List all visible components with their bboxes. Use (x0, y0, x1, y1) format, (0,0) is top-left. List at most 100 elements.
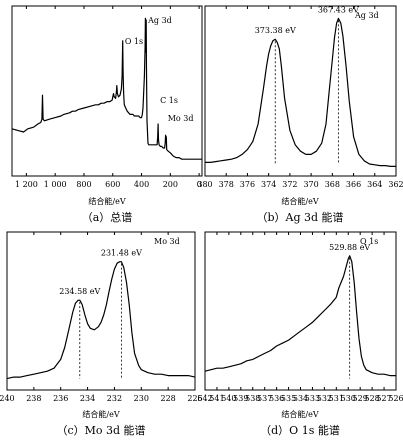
x-tick-label: 530 (341, 394, 356, 403)
x-tick-label: 400 (134, 180, 149, 189)
x-tick: 526 (388, 232, 403, 403)
x-axis-label: 结合能/eV (82, 409, 119, 419)
peak-label: 367.43 eV (318, 5, 359, 14)
x-tick: 370 (303, 6, 319, 189)
x-tick: 240 (0, 232, 15, 403)
x-tick-label: 526 (388, 394, 403, 403)
x-tick-label: 362 (388, 180, 403, 189)
panel-ag3d: Ag 3d 380 378 376 374 372 370 368 366 364 362 373… (197, 5, 403, 224)
x-axis-label: 结合能/eV (281, 196, 318, 206)
x-tick-label: 380 (197, 180, 212, 189)
x-tick: 541 (209, 232, 225, 403)
x-tick-label: 378 (219, 180, 234, 189)
peak-labels: 529.88 eV (329, 243, 370, 252)
peak-label: 234.58 eV (59, 287, 100, 296)
x-tick: 230 (134, 232, 149, 403)
x-tick-label: 536 (269, 394, 284, 403)
x-tick: 236 (53, 232, 68, 403)
x-axis-ticks: 5425415405395385375365355345335325315305… (197, 232, 403, 403)
x-tick-label: 600 (105, 180, 120, 189)
spectrum-line (205, 17, 396, 167)
x-tick: 378 (219, 6, 234, 189)
element-annotation: Mo 3d (168, 114, 194, 123)
x-tick-label: 1 000 (44, 180, 67, 189)
peak-guides (79, 263, 122, 379)
x-tick-label: 374 (261, 180, 276, 189)
x-tick: 238 (26, 232, 41, 403)
x-tick: 533 (305, 232, 320, 403)
x-tick: 530 (341, 232, 356, 403)
series-group (11, 17, 202, 160)
x-tick: 362 (388, 6, 403, 189)
x-tick: 380 (197, 6, 213, 189)
plot-frame (204, 231, 397, 391)
x-tick: 531 (329, 232, 344, 403)
x-tick: 536 (269, 232, 284, 403)
panel-caption: （a）总谱 (82, 210, 133, 224)
x-tick-label: 534 (293, 394, 308, 403)
x-tick: 527 (376, 232, 392, 403)
x-tick-label: 528 (364, 394, 379, 403)
x-tick-label: 531 (329, 394, 344, 403)
x-tick: 372 (282, 6, 298, 189)
element-label: O 1s (360, 237, 378, 246)
spectrum-line (204, 255, 396, 377)
x-tick-label: 376 (240, 180, 255, 189)
x-tick: 600 (105, 6, 120, 189)
x-tick: 1 000 (44, 6, 67, 189)
x-tick: 234 (80, 232, 95, 403)
x-tick: 228 (161, 232, 176, 403)
series-group (205, 17, 396, 167)
x-tick-label: 200 (163, 180, 178, 189)
x-tick: 364 (367, 6, 382, 189)
x-tick-label: 372 (282, 180, 297, 189)
element-annotation: C 1s (160, 96, 178, 105)
x-tick-label: 541 (209, 394, 224, 403)
plot-frame (6, 231, 196, 391)
x-tick-label: 230 (134, 394, 149, 403)
x-axis-ticks: 240 238 236 234 232 230 228 226 (0, 232, 203, 403)
x-tick: 539 (233, 232, 248, 403)
x-tick: 538 (245, 232, 260, 403)
x-tick-label: 540 (221, 394, 236, 403)
element-annotation: Ag 3d (147, 16, 172, 25)
peak-guides (274, 20, 339, 164)
annotations: O 1s Ag 3d C 1s Mo 3d (125, 16, 194, 123)
x-tick: 529 (353, 232, 368, 403)
x-tick-label: 532 (317, 394, 332, 403)
x-tick: 534 (293, 232, 308, 403)
x-tick-label: 234 (80, 394, 95, 403)
panel-caption: （c）Mo 3d 能谱 (56, 423, 145, 437)
x-tick: 0 (197, 6, 202, 189)
x-axis-label: 结合能/eV (281, 409, 318, 419)
x-tick-label: 533 (305, 394, 320, 403)
element-label: Ag 3d (354, 11, 379, 20)
x-tick-label: 370 (303, 180, 318, 189)
x-tick-label: 236 (53, 394, 68, 403)
x-tick-label: 240 (0, 394, 15, 403)
x-axis-ticks: 380 378 376 374 372 370 368 366 364 362 (197, 6, 403, 189)
x-axis-ticks: 1 200 1 000 800 600 400 200 0 (15, 6, 202, 189)
peak-labels: 373.38 eV 367.43 eV (255, 5, 359, 35)
x-tick-label: 368 (325, 180, 340, 189)
x-tick: 528 (364, 232, 380, 403)
x-tick-label: 364 (367, 180, 382, 189)
spectrum-line (11, 17, 202, 160)
panel-mo3d: Mo 3d 240 238 236 234 232 230 228 226 234.58 eV… (0, 231, 203, 437)
x-tick-label: 537 (257, 394, 272, 403)
x-tick-label: 527 (376, 394, 391, 403)
x-tick: 800 (76, 6, 92, 189)
x-tick-label: 228 (161, 394, 176, 403)
x-tick: 400 (134, 6, 149, 189)
x-tick-label: 0 (197, 180, 202, 189)
x-tick-label: 529 (353, 394, 368, 403)
plot-frame (204, 5, 397, 177)
panel-o1s: O 1s 54254154053953853753653553453353253… (197, 231, 403, 437)
x-tick-label: 538 (245, 394, 260, 403)
peak-label: 231.48 eV (101, 249, 142, 258)
x-tick-label: 542 (197, 394, 212, 403)
panel-caption: （d）O 1s 能谱 (260, 423, 340, 437)
x-tick-label: 232 (107, 394, 122, 403)
